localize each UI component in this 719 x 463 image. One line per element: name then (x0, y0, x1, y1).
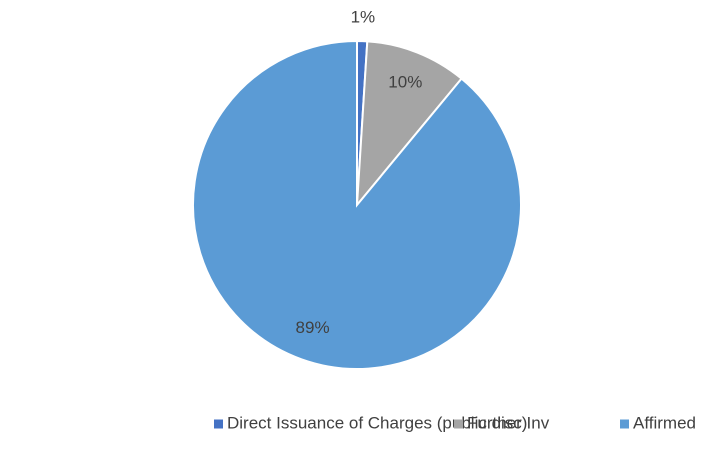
legend-swatch (454, 419, 463, 429)
pie-slice (355, 40, 463, 209)
pie-slice (192, 39, 522, 370)
legend-label: Further Inv (467, 413, 550, 432)
data-label: 1% (351, 8, 376, 27)
legend-label: Affirmed (633, 413, 696, 432)
data-label: 89% (296, 318, 330, 337)
legend-swatch (620, 419, 629, 429)
legend-swatch (214, 419, 223, 429)
data-label: 10% (388, 72, 422, 91)
legend-label: Direct Issuance of Charges (public disc) (227, 413, 527, 432)
